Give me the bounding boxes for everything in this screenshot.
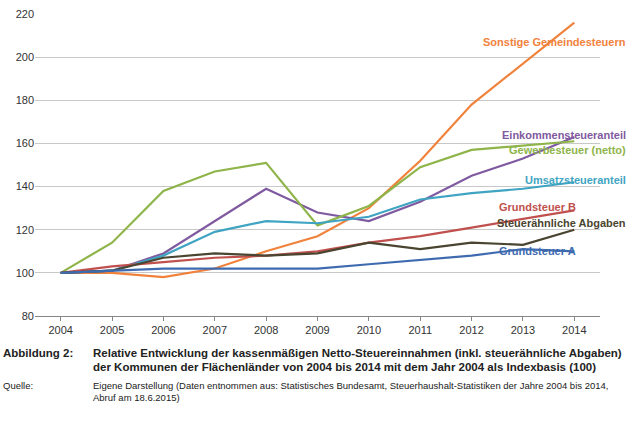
html-text:Quelle:: Quelle: — [3, 380, 34, 391]
svg-text:2014: 2014 — [562, 324, 586, 336]
svg-text:Steuerähnliche Abgaben: Steuerähnliche Abgaben — [497, 217, 626, 229]
svg-text:2005: 2005 — [100, 324, 124, 336]
svg-text:80: 80 — [22, 310, 34, 322]
svg-text:120: 120 — [16, 224, 34, 236]
svg-text:2011: 2011 — [408, 324, 432, 336]
svg-text:Grundsteuer B: Grundsteuer B — [499, 201, 576, 213]
svg-text:200: 200 — [16, 51, 34, 63]
svg-text:Gewerbesteuer (netto): Gewerbesteuer (netto) — [509, 144, 626, 156]
svg-text:Sonstige Gemeindesteuern: Sonstige Gemeindesteuern — [483, 36, 626, 48]
svg-text:2006: 2006 — [151, 324, 175, 336]
html-text:Abbildung 2:: Abbildung 2: — [3, 347, 74, 359]
svg-text:Einkommensteueranteil: Einkommensteueranteil — [502, 129, 626, 141]
svg-text:140: 140 — [16, 180, 34, 192]
svg-text:2004: 2004 — [48, 324, 72, 336]
svg-text:220: 220 — [16, 8, 34, 20]
svg-text:160: 160 — [16, 137, 34, 149]
svg-text:180: 180 — [16, 94, 34, 106]
svg-text:Umsatzsteueranteil: Umsatzsteueranteil — [525, 174, 626, 186]
svg-text:2007: 2007 — [203, 324, 227, 336]
svg-text:2012: 2012 — [459, 324, 483, 336]
svg-text:Grundsteuer A: Grundsteuer A — [499, 245, 576, 257]
svg-text:2013: 2013 — [511, 324, 535, 336]
html-text:Relative Entwicklung der kasse: Relative Entwicklung der kassenmäßigen N… — [93, 347, 622, 373]
html-text:Eigene Darstellung (Daten entn: Eigene Darstellung (Daten entnommen aus:… — [93, 380, 609, 403]
svg-text:2009: 2009 — [305, 324, 329, 336]
svg-text:2008: 2008 — [254, 324, 278, 336]
svg-text:100: 100 — [16, 267, 34, 279]
svg-text:2010: 2010 — [357, 324, 381, 336]
